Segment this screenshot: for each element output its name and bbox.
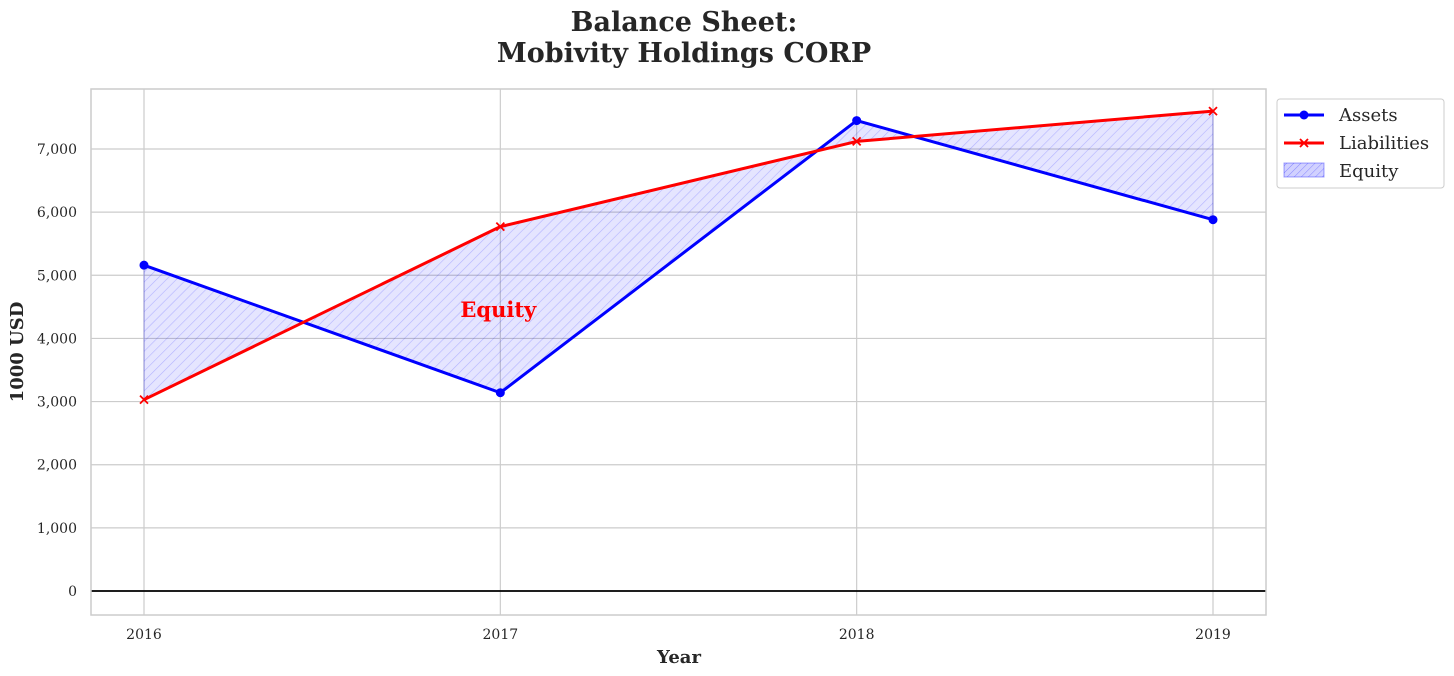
x-axis-ticks: 2016 2017 2018 2019: [126, 627, 1231, 643]
legend-liabilities-label: Liabilities: [1339, 133, 1429, 154]
series-line-assets: [143, 119, 1214, 395]
marker-assets-2019: [1208, 215, 1218, 225]
y-tick-label-2,000: 2,000: [37, 458, 77, 474]
marker-assets-2016: [139, 260, 149, 270]
series-markers: [139, 106, 1218, 405]
y-axis-label: 1000 USD: [7, 302, 28, 403]
y-axis-ticks: 0 1,000 2,000 3,000 4,000 5,000 6,000 7,000: [37, 142, 77, 600]
x-tick-label-2017: 2017: [483, 627, 519, 643]
y-tick-label-6,000: 6,000: [37, 205, 77, 221]
legend-equity-swatch: [1283, 162, 1325, 178]
marker-assets-2017: [495, 388, 505, 398]
marker-liabilities-2018: [852, 136, 862, 147]
legend-liabilities-marker: [1299, 138, 1309, 148]
x-tick-label-2018: 2018: [839, 627, 875, 643]
legend: Assets Liabilities Equity: [1276, 98, 1445, 189]
chart-title-line-2: Mobivity Holdings CORP: [497, 38, 871, 69]
chart-title-line-1: Balance Sheet:: [571, 7, 798, 38]
legend-assets-marker: [1299, 110, 1309, 120]
y-tick-label-5,000: 5,000: [37, 268, 77, 284]
plot-frame: [90, 88, 1267, 616]
equity-annotation: Equity: [460, 297, 537, 322]
legend-assets-label: Assets: [1338, 105, 1398, 126]
y-tick-label-7,000: 7,000: [37, 142, 77, 158]
x-axis-label: Year: [656, 647, 701, 668]
legend-equity-label: Equity: [1339, 161, 1399, 182]
marker-liabilities-2016: [139, 395, 149, 405]
y-tick-label-0: 0: [68, 584, 77, 600]
marker-assets-2018: [852, 116, 862, 126]
marker-liabilities-2017: [495, 222, 505, 232]
y-tick-label-3,000: 3,000: [37, 395, 77, 411]
marker-liabilities-2019: [1208, 106, 1218, 116]
x-tick-label-2019: 2019: [1195, 627, 1231, 643]
y-tick-label-1,000: 1,000: [37, 521, 77, 537]
x-tick-label-2016: 2016: [126, 627, 162, 643]
y-tick-label-4,000: 4,000: [37, 331, 77, 347]
series-line-liabilities: [143, 109, 1214, 402]
series-lines: [143, 109, 1214, 402]
